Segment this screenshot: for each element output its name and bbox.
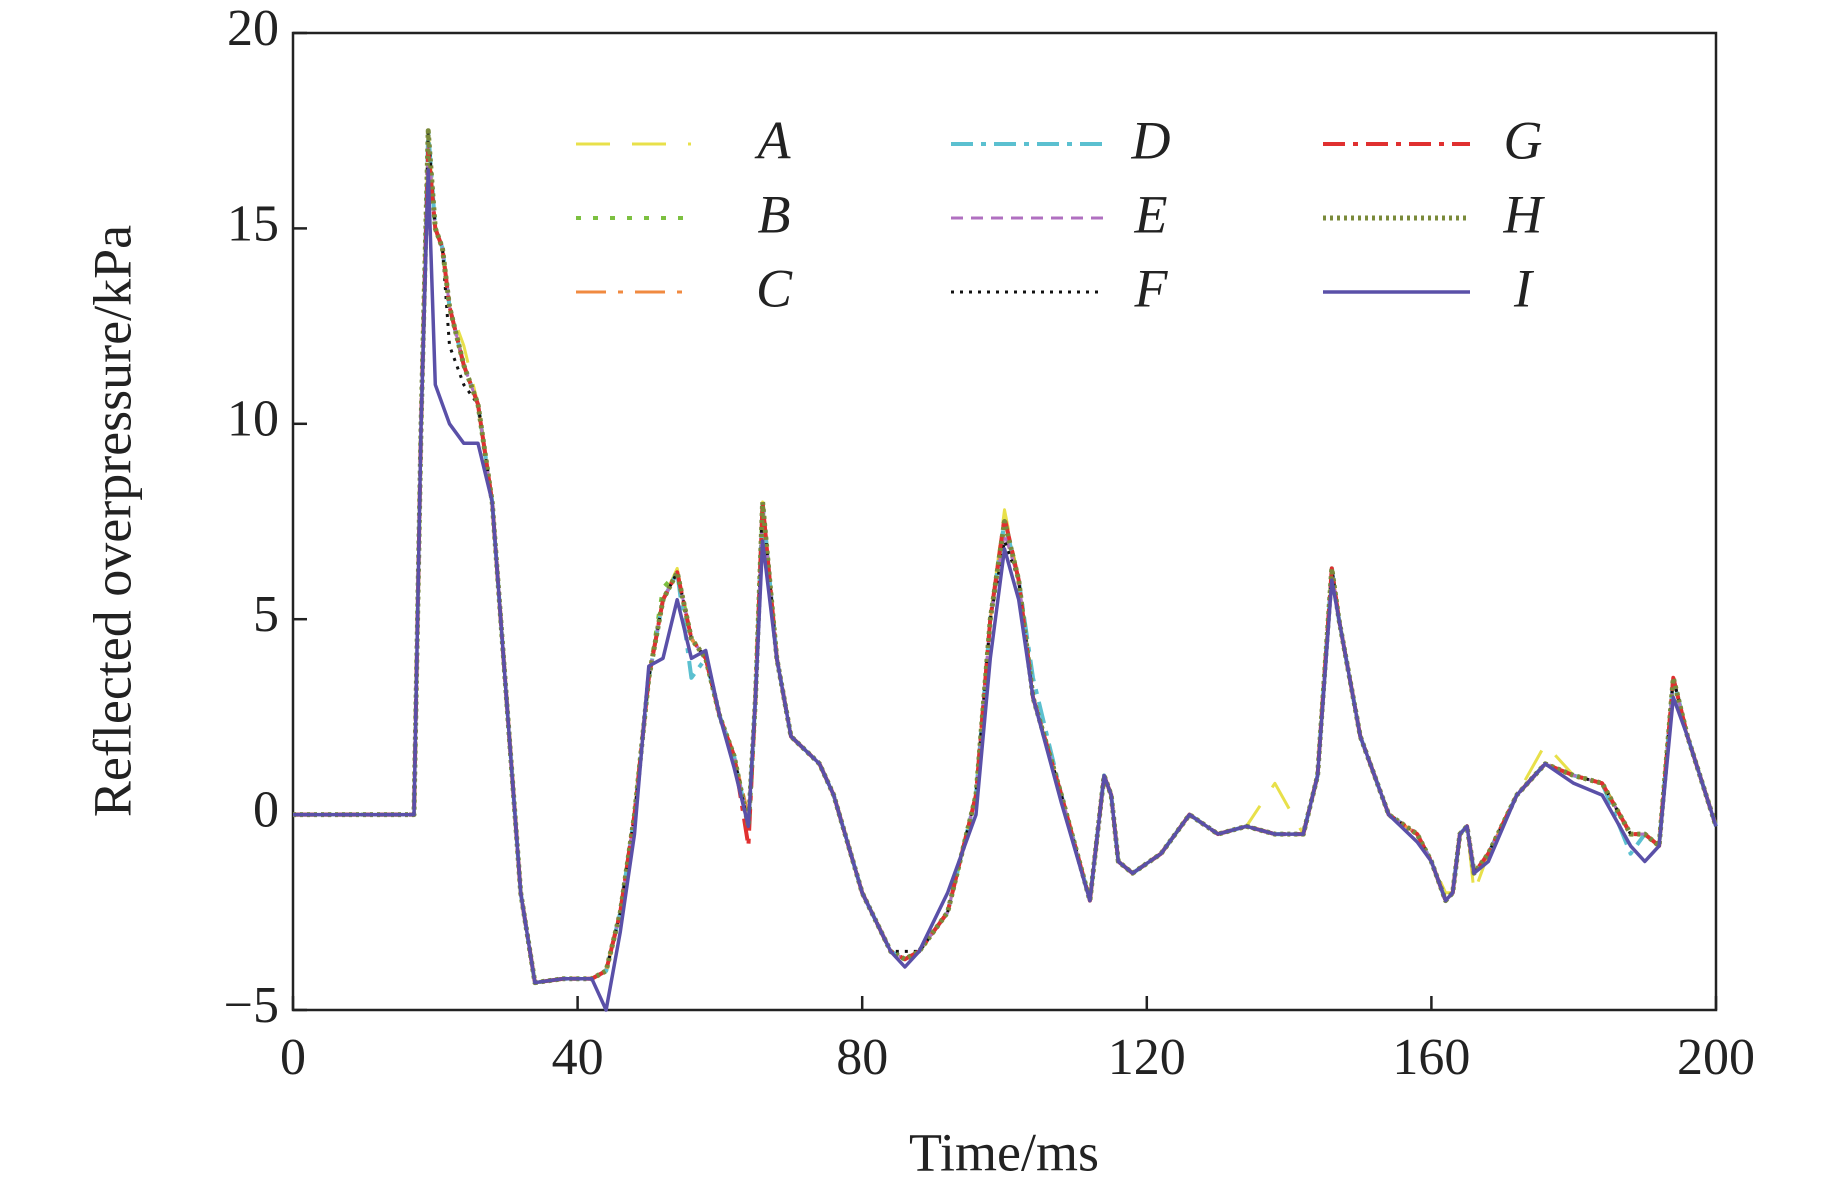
x-tick-label: 0 bbox=[280, 1029, 306, 1086]
legend-label: E bbox=[1134, 184, 1168, 244]
x-tick-label: 200 bbox=[1677, 1029, 1755, 1086]
y-tick-label: 10 bbox=[227, 391, 279, 448]
y-tick-label: 0 bbox=[253, 782, 279, 839]
series-line bbox=[293, 148, 1718, 985]
legend-label: H bbox=[1503, 184, 1546, 244]
x-tick-label: 40 bbox=[552, 1029, 604, 1086]
legend-label: F bbox=[1134, 258, 1169, 318]
series-line bbox=[293, 128, 1719, 986]
series-line bbox=[293, 168, 1718, 1012]
x-tick-label: 160 bbox=[1392, 1029, 1470, 1086]
series-line bbox=[293, 140, 1718, 985]
legend-label: A bbox=[755, 110, 792, 170]
legend-label: I bbox=[1513, 258, 1535, 318]
legend-label: D bbox=[1131, 110, 1171, 170]
y-tick-label: −5 bbox=[224, 977, 279, 1034]
legend-label: G bbox=[1504, 110, 1543, 170]
legend-label: C bbox=[756, 258, 793, 318]
y-tick-label: 15 bbox=[227, 195, 279, 252]
series-line bbox=[293, 168, 1718, 985]
series-line bbox=[293, 148, 1718, 985]
legend-label: B bbox=[758, 184, 791, 244]
y-tick-label: 20 bbox=[227, 0, 279, 57]
plot-frame bbox=[291, 31, 1718, 1012]
x-tick-label: 80 bbox=[836, 1029, 888, 1086]
x-tick-label: 120 bbox=[1108, 1029, 1186, 1086]
y-axis-label: Reflected overpressure/kPa bbox=[82, 225, 142, 817]
x-axis-label: Time/ms bbox=[909, 1122, 1099, 1182]
y-tick-label: 5 bbox=[253, 586, 279, 643]
